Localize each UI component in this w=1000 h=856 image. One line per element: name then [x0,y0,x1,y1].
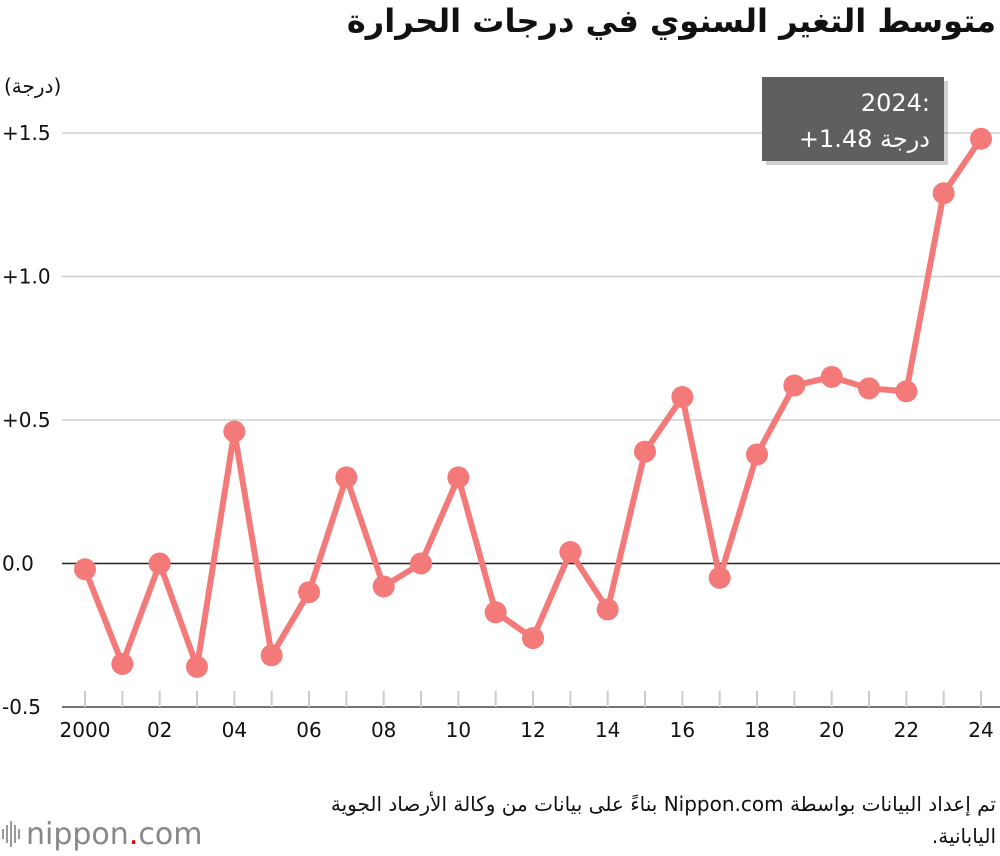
x-tick-label: 20 [819,718,844,742]
nippon-logo[interactable]: nippon.com [2,812,202,856]
x-tick-label: 02 [147,718,172,742]
data-point [746,443,768,466]
data-point [372,575,395,598]
x-tick-label: 2000 [60,718,111,742]
source-note: تم إعداد البيانات بواسطة Nippon.com بناء… [330,792,996,848]
chart-title: متوسط التغير السنوي في درجات الحرارة [346,2,996,40]
data-point [895,380,918,403]
x-axis: 2000 02 04 06 08 10 12 14 16 18 20 22 24 [60,691,994,742]
data-point [335,466,358,489]
data-point [148,552,171,575]
data-series [74,127,992,678]
data-point [447,466,470,489]
logo-suffix: com [138,816,203,852]
x-tick-label: 16 [670,718,695,742]
x-tick-label: 10 [446,718,471,742]
data-point [634,440,656,463]
data-point [970,127,992,150]
data-point [74,558,96,581]
data-point [858,377,880,400]
y-tick-label: 0.0 [2,552,34,576]
x-tick-label: 24 [968,718,993,742]
series-line [82,135,984,670]
data-point [671,386,694,409]
data-point [223,420,246,443]
x-tick-label: 14 [595,718,620,742]
x-tick-label: 18 [744,718,769,742]
y-tick-label: +0.5 [2,408,51,432]
data-point [260,644,283,667]
callout-value: +1.48 درجة [799,125,930,153]
logo-dot: . [128,816,139,852]
data-point [298,581,320,604]
data-point [596,598,619,621]
callout-year: 2024: [861,89,930,117]
callout-box [762,77,944,161]
data-point [932,182,955,205]
data-point [410,552,432,575]
data-point [559,541,582,564]
data-point [186,655,208,678]
x-tick-label: 22 [894,718,919,742]
x-tick-label: 08 [371,718,396,742]
data-point [783,374,806,397]
data-point [484,601,507,624]
logo-name: nippon [26,816,129,852]
annotation-callout: 2024: +1.48 درجة [762,77,948,165]
y-axis-label: (درجة) [4,74,62,98]
x-tick-label: 06 [296,718,321,742]
data-point [820,365,843,388]
x-tick-label: 04 [222,718,247,742]
data-point [522,627,544,650]
y-tick-labels: -0.5 0.0 +0.5 +1.0 +1.5 [2,121,51,719]
y-tick-label: +1.5 [2,121,51,145]
y-tick-label: +1.0 [2,265,51,289]
line-chart: -0.5 0.0 +0.5 +1.0 +1.5 2000 02 04 06 08 10 12 14 16… [2,77,1000,742]
y-tick-label: -0.5 [2,695,41,719]
data-point [111,652,134,675]
data-point [708,566,731,589]
x-tick-label: 12 [520,718,545,742]
logo-bars-icon [2,821,20,847]
